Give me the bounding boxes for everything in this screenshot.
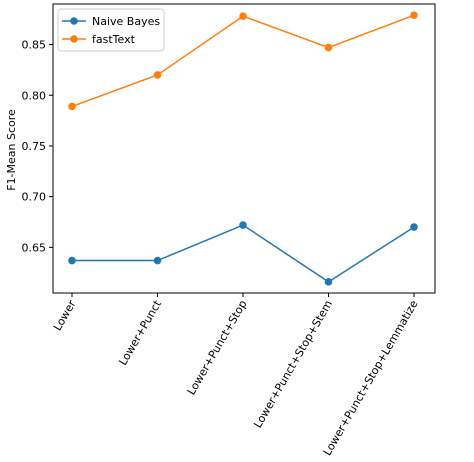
data-point [324,278,333,286]
y-tick-label: 0.85 [22,39,47,52]
legend-marker [70,35,78,43]
y-tick-label: 0.80 [22,89,47,102]
data-point [153,71,162,79]
axes-frame [52,3,436,294]
y-tick-label: 0.70 [22,191,47,204]
data-point [410,223,418,231]
series-line-1 [72,224,415,283]
data-point [68,102,76,111]
y-axis-label: F1-Mean Score [5,109,18,191]
x-tick-label: Lower+Punct+Stop+Lemmatize [321,298,421,458]
data-point [324,43,333,52]
data-point [239,221,247,229]
x-tick-label: Lower+Punct [116,297,164,367]
x-tick-label: Lower [51,298,79,333]
y-tick-label: 0.65 [22,241,47,254]
data-point [410,11,418,19]
x-tick-label: Lower+Punct+Stop+Stem [251,298,335,430]
legend-label: Naive Bayes [92,15,160,28]
legend: Naive Bayes fastText [57,8,165,52]
legend-box [57,8,165,52]
data-point [239,12,247,20]
legend-marker [70,17,78,25]
y-tick-label: 0.75 [22,140,47,153]
data-point [153,256,162,265]
data-point [68,256,76,265]
plot-area: 0.65 0.70 0.75 0.80 0.85 Lower Lower+Punct Lowe… [22,3,436,458]
legend-label: fastText [92,33,136,46]
x-tick-label: Lower+Punct+Stop [185,298,250,397]
